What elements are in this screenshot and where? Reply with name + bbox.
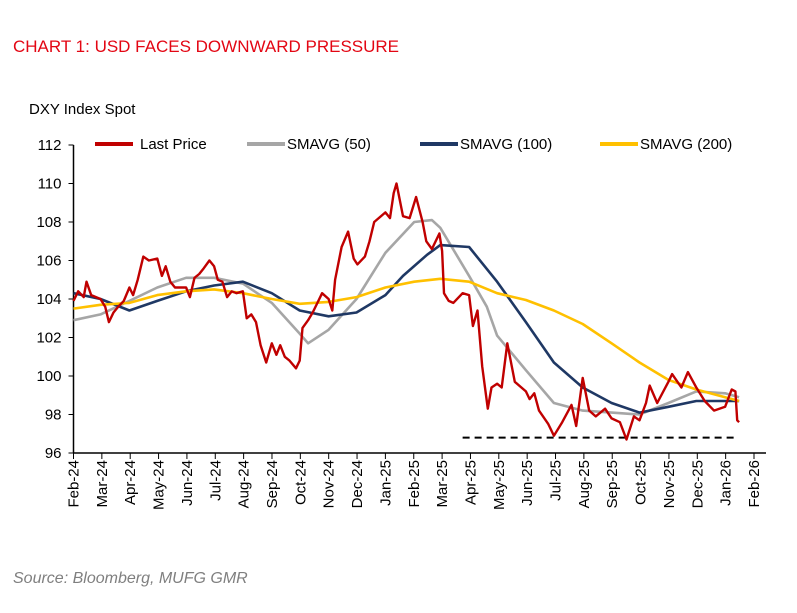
y-tick-label: 110 [38, 176, 62, 193]
y-tick-label: 102 [36, 330, 61, 347]
x-tick-label: Mar-24 [94, 460, 111, 508]
y-tick-label: 108 [36, 214, 61, 231]
x-tick-label: Jan-26 [718, 460, 735, 506]
x-tick-label: Jan-25 [377, 460, 394, 506]
x-tick-label: Apr-25 [462, 460, 479, 505]
y-tick-label: 112 [38, 137, 62, 154]
y-tick-label: 100 [36, 368, 61, 385]
x-tick-label: Feb-26 [746, 460, 763, 508]
series-line-smavg-100- [73, 243, 740, 414]
y-tick-label: 96 [45, 445, 62, 462]
legend-label: Last Price [140, 136, 207, 153]
x-tick-label: Aug-24 [236, 460, 253, 508]
series-lines [72, 182, 740, 441]
series-line-last-price [72, 182, 740, 441]
legend-label: SMAVG (50) [287, 136, 371, 153]
x-tick-label: May-24 [151, 460, 168, 510]
x-tick-label: Dec-25 [689, 460, 706, 508]
series-line-smavg-50- [73, 218, 740, 416]
x-tick-label: Feb-25 [406, 460, 423, 508]
x-tick-label: Nov-24 [321, 460, 338, 508]
chart-title: CHART 1: USD FACES DOWNWARD PRESSURE [13, 37, 399, 56]
series-line-smavg-200- [73, 277, 740, 403]
x-tick-label: Sep-24 [264, 460, 281, 508]
x-tick-label: Apr-24 [122, 460, 139, 505]
x-tick-label: Jul-25 [548, 460, 565, 501]
x-tick-label: Dec-24 [349, 460, 366, 508]
x-tick-label: Nov-25 [661, 460, 678, 508]
x-tick-label: Jul-24 [207, 460, 224, 501]
x-tick-label: Mar-25 [434, 460, 451, 508]
source-note: Source: Bloomberg, MUFG GMR [13, 570, 248, 587]
x-tick-label: Feb-24 [66, 460, 83, 508]
axes: 96 98 100 102 104 106 108 110 112 Feb-24 Mar-24 Apr… [36, 137, 766, 510]
x-tick-label: Sep-25 [604, 460, 621, 508]
x-tick-label: Jun-24 [179, 460, 196, 506]
legend-label: SMAVG (100) [460, 136, 552, 153]
x-tick-label: May-25 [491, 460, 508, 510]
y-tick-label: 106 [36, 253, 61, 270]
x-tick-label: Oct-25 [633, 460, 650, 505]
y-tick-label: 104 [36, 291, 61, 308]
legend: Last Price SMAVG (50) SMAVG (100) SMAVG (20… [95, 136, 732, 153]
y-tick-label: 98 [45, 407, 62, 424]
x-tick-label: Jun-25 [519, 460, 536, 506]
legend-label: SMAVG (200) [640, 136, 732, 153]
x-tick-label: Aug-25 [576, 460, 593, 508]
x-tick-label: Oct-24 [292, 460, 309, 505]
y-axis-label: DXY Index Spot [29, 101, 136, 118]
